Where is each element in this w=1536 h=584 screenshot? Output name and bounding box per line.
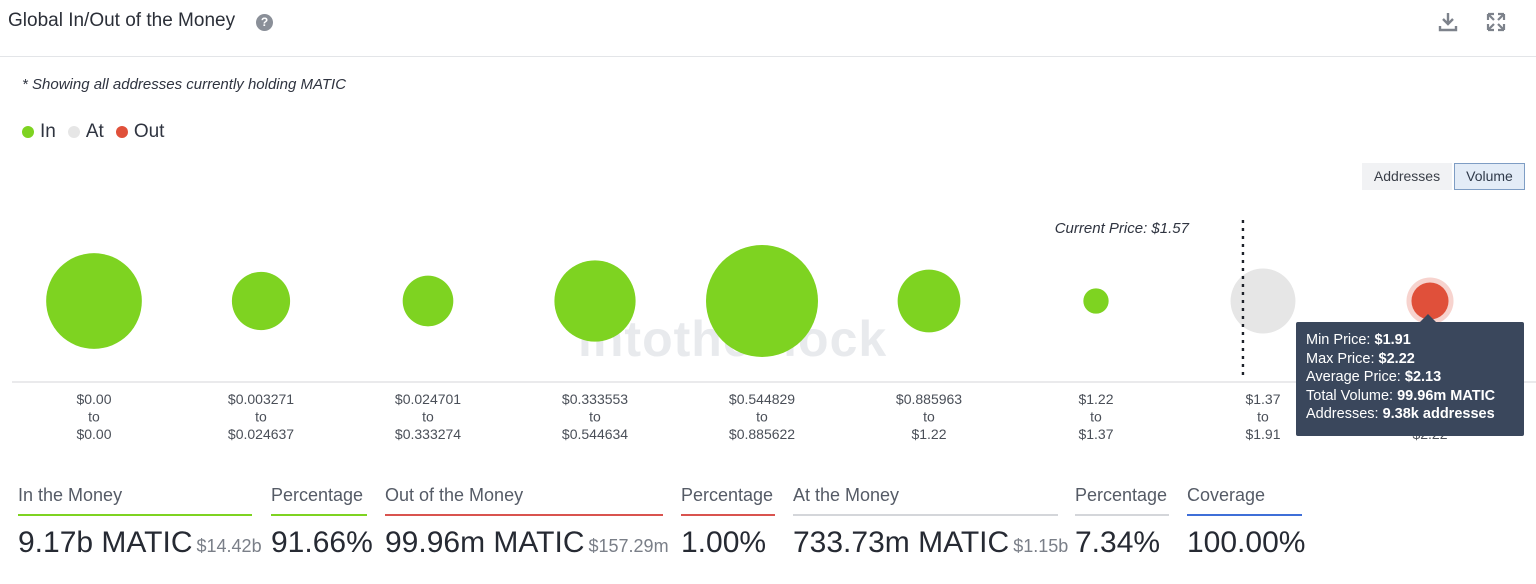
chart-legend: In At Out <box>22 120 176 144</box>
stat-usd-value: $1.15b <box>1013 536 1069 556</box>
x-tick-label: $0.885963 <box>896 391 962 407</box>
x-tick-label: to <box>422 409 434 425</box>
stat-at-the-money: At the Money 733.73m MATIC $1.15b <box>793 482 1068 560</box>
bubble-at[interactable] <box>1230 268 1296 334</box>
x-tick-label: $1.91 <box>1245 426 1280 442</box>
bubble-in[interactable] <box>231 271 291 331</box>
x-tick-label: to <box>923 409 935 425</box>
legend-dot-at <box>67 126 80 138</box>
bubble-in[interactable] <box>1083 288 1109 314</box>
x-tick-label: to <box>88 409 100 425</box>
x-tick-label: to <box>255 409 267 425</box>
stat-value: 7.34% <box>1075 526 1161 559</box>
bubble-in[interactable] <box>402 275 454 327</box>
stat-label: At the Money <box>793 485 900 505</box>
stat-coverage: Coverage 100.00% <box>1187 482 1306 560</box>
help-icon[interactable]: ? <box>256 14 273 31</box>
stat-label: Out of the Money <box>385 485 524 505</box>
stat-value: 91.66% <box>271 526 373 559</box>
stat-value: 99.96m MATIC <box>385 526 585 559</box>
tooltip-arrow <box>1419 314 1437 323</box>
tooltip-row-max-price: Max Price: $2.22 <box>1306 350 1415 367</box>
bubble-out[interactable] <box>1411 282 1449 320</box>
stat-out-of-the-money: Out of the Money 99.96m MATIC $157.29m <box>385 482 669 560</box>
x-tick-label: to <box>756 409 768 425</box>
widget-title: Global In/Out of the Money <box>8 10 236 31</box>
stat-label: Coverage <box>1187 485 1266 505</box>
bubble-in[interactable] <box>897 269 961 333</box>
stat-rule <box>1075 514 1169 516</box>
x-tick-label: $1.22 <box>1078 391 1113 407</box>
bubble-in[interactable] <box>706 245 818 357</box>
legend-item-at[interactable]: At <box>67 121 104 143</box>
stat-out-percentage: Percentage 1.00% <box>681 482 775 560</box>
legend-item-out[interactable]: Out <box>115 121 165 143</box>
stat-rule <box>271 514 367 516</box>
x-tick-label: $1.22 <box>911 426 946 442</box>
legend-label-out: Out <box>133 121 165 142</box>
stat-value: 100.00% <box>1187 526 1306 559</box>
tooltip-row-average-price: Average Price: $2.13 <box>1306 369 1442 386</box>
stat-in-percentage: Percentage 91.66% <box>271 482 373 560</box>
x-tick-label: $0.003271 <box>228 391 294 407</box>
x-tick-label: $0.333553 <box>562 391 628 407</box>
x-tick-label: $0.544634 <box>562 426 628 442</box>
x-tick-label: $0.024701 <box>395 391 461 407</box>
legend-dot-in <box>22 126 34 138</box>
stat-label: Percentage <box>271 485 364 505</box>
download-icon[interactable] <box>1436 10 1460 34</box>
current-price-label: Current Price: $1.57 <box>1055 220 1190 237</box>
x-tick-label: $0.00 <box>76 426 111 442</box>
stat-label: Percentage <box>681 485 774 505</box>
tooltip-row-total-volume: Total Volume: 99.96m MATIC <box>1306 387 1496 404</box>
bubble-in[interactable] <box>554 260 636 342</box>
tooltip-row-addresses: Addresses: 9.38k addresses <box>1306 406 1495 423</box>
volume-toggle-button[interactable]: Volume <box>1454 163 1525 190</box>
bucket-tooltip: Min Price: $1.91 Max Price: $2.22 Averag… <box>1296 322 1524 436</box>
widget-header: Global In/Out of the Money ? <box>0 0 1536 57</box>
addresses-toggle-button[interactable]: Addresses <box>1362 163 1452 190</box>
x-tick-label: $0.333274 <box>395 426 461 442</box>
stat-rule <box>681 514 775 516</box>
legend-dot-out <box>115 126 128 138</box>
x-tick-label: $0.024637 <box>228 426 294 442</box>
x-tick-label: $0.544829 <box>729 391 795 407</box>
tooltip-row-min-price: Min Price: $1.91 <box>1306 332 1411 348</box>
stat-value: 9.17b MATIC <box>18 526 193 559</box>
x-tick-label: $0.00 <box>76 391 111 407</box>
stat-rule <box>18 514 252 516</box>
legend-label-in: In <box>40 121 56 142</box>
stat-label: Percentage <box>1075 485 1168 505</box>
x-tick-label: to <box>1090 409 1102 425</box>
stat-rule <box>793 514 1058 516</box>
legend-item-in[interactable]: In <box>22 121 56 143</box>
stat-usd-value: $157.29m <box>588 536 669 556</box>
x-tick-label: $1.37 <box>1078 426 1113 442</box>
stat-value: 1.00% <box>681 526 767 559</box>
x-tick-label: to <box>589 409 601 425</box>
bubble-in[interactable] <box>46 253 142 349</box>
x-tick-label: $1.37 <box>1245 391 1280 407</box>
legend-label-at: At <box>85 121 104 142</box>
stat-rule <box>385 514 663 516</box>
x-tick-label: to <box>1257 409 1269 425</box>
stat-usd-value: $14.42b <box>196 536 262 556</box>
stat-in-the-money: In the Money 9.17b MATIC $14.42b <box>18 482 262 560</box>
stat-label: In the Money <box>18 485 123 505</box>
x-tick-label: $0.885622 <box>729 426 795 442</box>
stat-value: 733.73m MATIC <box>793 526 1010 559</box>
stat-at-percentage: Percentage 7.34% <box>1075 482 1169 560</box>
stat-rule <box>1187 514 1302 516</box>
expand-icon[interactable] <box>1484 10 1508 34</box>
holding-note: * Showing all addresses currently holdin… <box>22 76 347 93</box>
iomap-bubble-chart: $0.00to$0.00$0.003271to$0.024637$0.02470… <box>12 220 1536 442</box>
summary-stats: In the Money 9.17b MATIC $14.42b Percenta… <box>0 482 1536 572</box>
